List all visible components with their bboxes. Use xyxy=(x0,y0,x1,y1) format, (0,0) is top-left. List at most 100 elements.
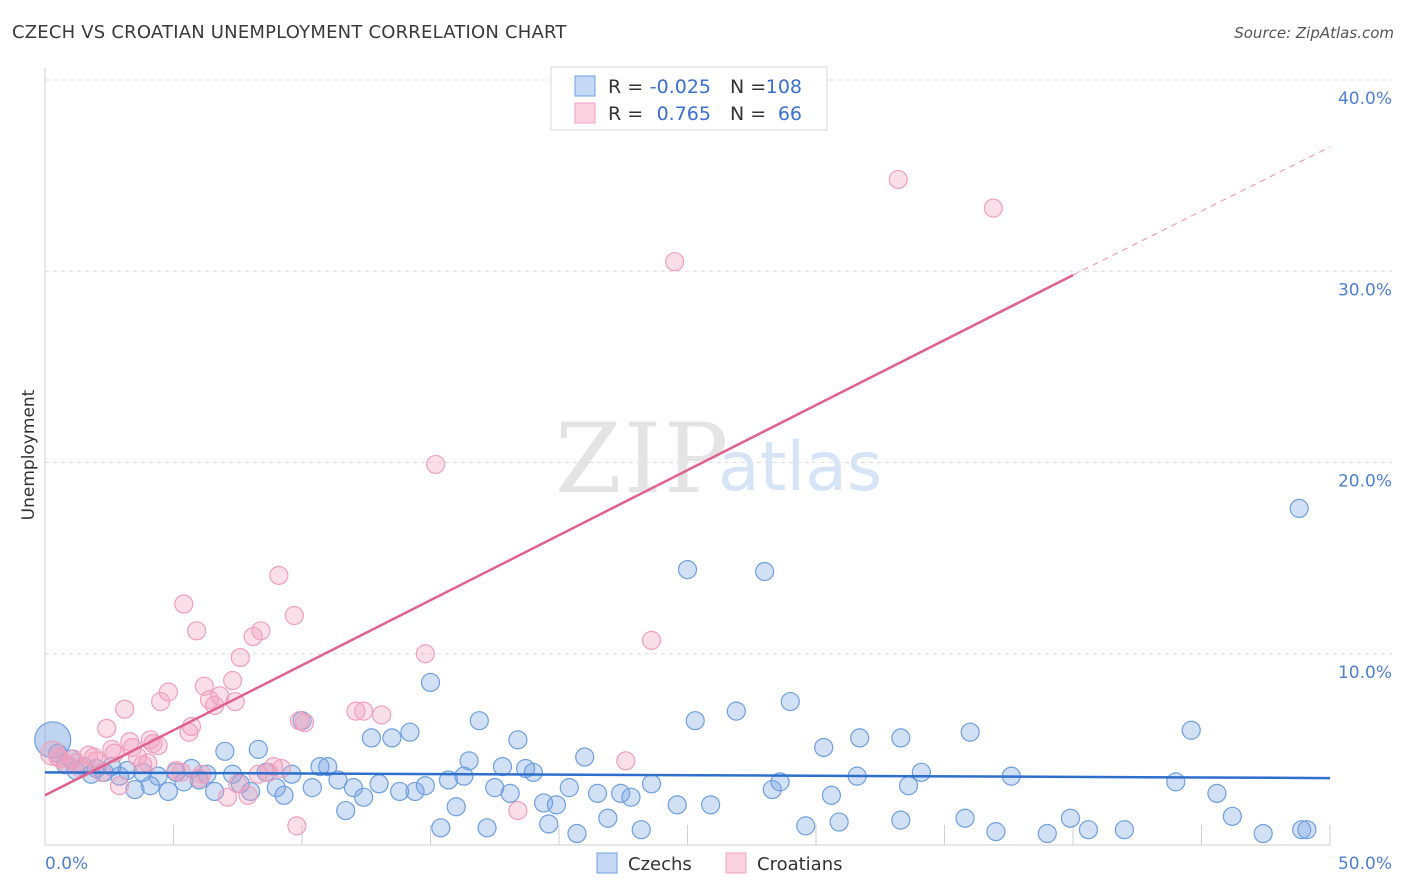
croatian-point xyxy=(508,800,528,821)
croatian-point xyxy=(187,621,207,641)
czech-point xyxy=(459,751,479,771)
bottom-legend-label-czechs: Czechs xyxy=(628,854,692,875)
croatian-point xyxy=(426,454,446,475)
czech-point xyxy=(215,741,235,761)
czech-point xyxy=(559,778,579,798)
trend-line-croatians xyxy=(44,273,1074,797)
czech-point xyxy=(420,672,441,693)
legend-swatch-croatians xyxy=(574,102,596,124)
czech-point xyxy=(508,730,528,750)
legend-n-value-croatians: 66 xyxy=(778,103,802,125)
czech-point xyxy=(1078,820,1099,840)
czech-point xyxy=(438,770,459,790)
legend-swatch-czechs xyxy=(574,75,596,97)
czech-point xyxy=(492,756,513,777)
czech-point xyxy=(567,823,587,844)
czech-point xyxy=(446,797,466,817)
czech-point xyxy=(677,559,698,580)
czech-point xyxy=(415,776,435,796)
croatian-point xyxy=(284,605,304,626)
czech-point xyxy=(796,816,816,836)
y-tick-label-1: 20.0% xyxy=(1338,472,1392,492)
croatian-point xyxy=(264,756,284,777)
legend-n-value-czechs: 108 xyxy=(766,76,802,98)
czech-point xyxy=(328,770,348,790)
croatian-point xyxy=(888,169,908,190)
czech-point xyxy=(960,722,980,742)
czech-point xyxy=(631,820,651,840)
x-tick-label-1: 50.0% xyxy=(1338,854,1392,874)
bottom-legend: Czechs Croatians xyxy=(596,852,843,875)
croatian-point xyxy=(174,594,194,614)
axes xyxy=(44,68,1331,846)
croatian-point xyxy=(228,774,248,794)
czech-point xyxy=(302,778,322,798)
croatian-point xyxy=(230,647,250,668)
y-tick-label-3: 40.0% xyxy=(1338,89,1392,109)
croatian-point xyxy=(354,701,374,721)
croatian-point xyxy=(616,751,636,771)
watermark-zip: ZIP xyxy=(555,403,730,515)
czech-point xyxy=(469,711,489,731)
czech-point xyxy=(850,728,870,748)
czech-point xyxy=(780,691,800,712)
grid-lines xyxy=(45,79,1392,655)
czech-point xyxy=(336,800,356,821)
croatian-point xyxy=(346,701,366,721)
croatian-point xyxy=(151,691,171,712)
croatian-point xyxy=(199,690,220,710)
czech-point xyxy=(266,778,286,798)
legend: R = -0.025 N = 108 R = 0.765 N = 66 xyxy=(550,66,828,131)
croatian-point xyxy=(97,718,117,738)
czech-point xyxy=(829,812,849,832)
legend-r-label-czechs: R = xyxy=(608,76,643,98)
czech-point xyxy=(955,808,975,828)
czech-point xyxy=(598,808,618,828)
legend-r-value-czechs: -0.025 xyxy=(650,76,711,98)
czech-point xyxy=(621,787,641,807)
czech-point xyxy=(911,762,931,782)
bottom-legend-swatch-croatians xyxy=(725,852,747,874)
czech-point xyxy=(701,795,721,815)
czech-point xyxy=(754,561,775,582)
croatian-point xyxy=(983,198,1003,218)
czech-point xyxy=(477,818,497,838)
croatian-point xyxy=(84,747,104,767)
croatian-point xyxy=(158,682,178,702)
czech-point xyxy=(685,711,705,731)
czech-point xyxy=(891,728,911,748)
czech-point xyxy=(898,776,919,796)
czech-point xyxy=(1114,820,1135,840)
czech-point xyxy=(611,783,631,803)
chart-title: CZECH VS CROATIAN UNEMPLOYMENT CORRELATI… xyxy=(12,22,567,43)
trend-line-croatians-extension xyxy=(1072,146,1331,276)
croatian-point xyxy=(641,630,662,650)
croatian-point xyxy=(287,816,307,836)
czech-point xyxy=(726,701,746,721)
czech-point xyxy=(770,772,790,792)
czech-point xyxy=(369,774,389,794)
czech-point xyxy=(454,766,474,786)
czech-point xyxy=(354,787,374,807)
czech-point xyxy=(1037,823,1057,844)
czech-point xyxy=(641,774,662,794)
czech-point xyxy=(158,781,178,802)
trend-line-czechs xyxy=(44,771,1331,780)
croatian-point xyxy=(372,705,392,725)
trend-lines xyxy=(44,146,1331,797)
croatian-point xyxy=(48,747,68,767)
czech-point xyxy=(274,785,294,805)
czech-point xyxy=(361,728,381,748)
czech-point xyxy=(310,756,330,777)
x-tick-label-0: 0.0% xyxy=(45,854,88,874)
y-tick-label-2: 30.0% xyxy=(1338,280,1392,300)
czech-point xyxy=(587,783,608,803)
czech-point xyxy=(1297,820,1317,840)
czech-point xyxy=(400,722,420,742)
czech-point xyxy=(1181,720,1201,740)
czech-point xyxy=(546,795,567,815)
czech-point xyxy=(1222,806,1242,826)
czech-point xyxy=(821,785,842,805)
czech-point xyxy=(1289,498,1309,518)
croatian-point xyxy=(665,252,685,272)
